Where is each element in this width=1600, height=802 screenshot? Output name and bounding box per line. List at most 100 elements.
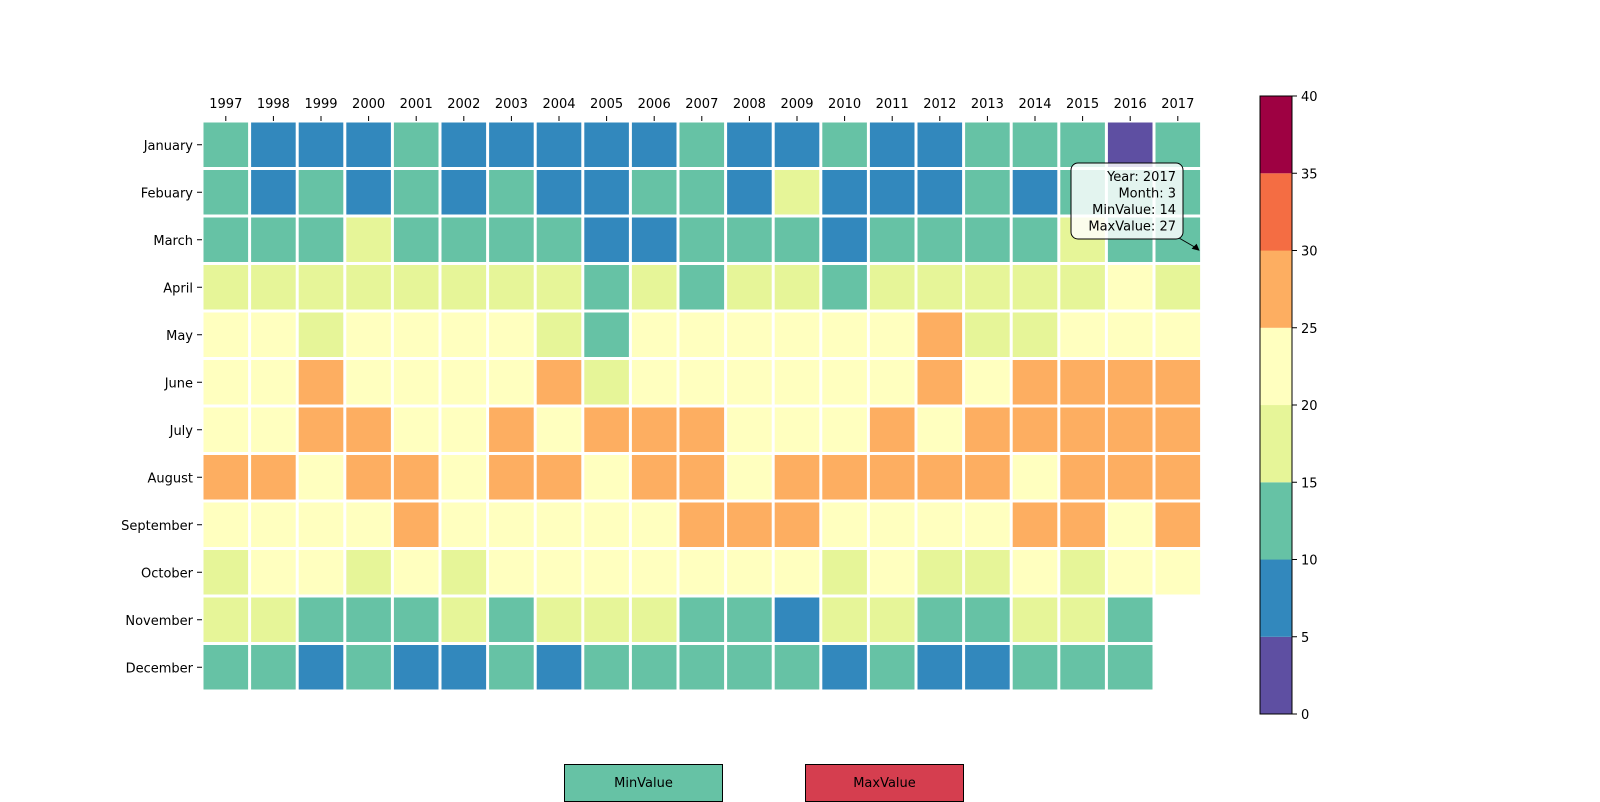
heatmap-cell[interactable] (251, 360, 296, 405)
heatmap-cell[interactable] (679, 645, 725, 690)
heatmap-cell[interactable] (251, 502, 296, 548)
heatmap-cell[interactable] (346, 455, 391, 500)
heatmap-cell[interactable] (727, 360, 772, 405)
heatmap-cell[interactable] (822, 550, 867, 595)
heatmap-cell[interactable] (346, 265, 391, 310)
heatmap-cell[interactable] (965, 265, 1010, 310)
heatmap-cell[interactable] (1060, 407, 1105, 453)
heatmap-cell[interactable] (631, 170, 677, 215)
heatmap-cell[interactable] (869, 360, 915, 405)
heatmap-cell[interactable] (441, 170, 487, 215)
heatmap-cell[interactable] (1060, 455, 1105, 500)
heatmap-cell[interactable] (822, 360, 867, 405)
heatmap-cell[interactable] (489, 455, 534, 500)
heatmap-cell[interactable] (393, 407, 439, 453)
heatmap-cell[interactable] (393, 217, 439, 263)
heatmap-cell[interactable] (869, 550, 915, 595)
heatmap-cell[interactable] (298, 217, 344, 263)
heatmap-cell[interactable] (346, 597, 391, 643)
heatmap-cell[interactable] (631, 407, 677, 453)
heatmap-cell[interactable] (869, 312, 915, 358)
heatmap-cell[interactable] (489, 645, 534, 690)
heatmap-cell[interactable] (1060, 122, 1105, 168)
heatmap-cell[interactable] (346, 407, 391, 453)
heatmap-cell[interactable] (584, 360, 629, 405)
heatmap-cell[interactable] (822, 122, 867, 168)
heatmap-cell[interactable] (441, 265, 487, 310)
heatmap-cell[interactable] (917, 360, 963, 405)
heatmap-cell[interactable] (917, 312, 963, 358)
heatmap-cell[interactable] (1107, 645, 1153, 690)
heatmap-cell[interactable] (393, 312, 439, 358)
heatmap-cell[interactable] (441, 217, 487, 263)
heatmap-cell[interactable] (251, 645, 296, 690)
heatmap-cell[interactable] (489, 312, 534, 358)
heatmap-cell[interactable] (536, 312, 582, 358)
heatmap-cell[interactable] (1107, 407, 1153, 453)
heatmap-cell[interactable] (917, 645, 963, 690)
heatmap-cell[interactable] (822, 312, 867, 358)
heatmap-cell[interactable] (1107, 122, 1153, 168)
heatmap-cell[interactable] (251, 170, 296, 215)
heatmap-cell[interactable] (203, 645, 249, 690)
heatmap-cell[interactable] (584, 645, 629, 690)
heatmap-cell[interactable] (203, 170, 249, 215)
heatmap-cell[interactable] (774, 550, 820, 595)
heatmap-cell[interactable] (774, 312, 820, 358)
heatmap-cell[interactable] (774, 265, 820, 310)
heatmap-cell[interactable] (1012, 455, 1058, 500)
heatmap-cell[interactable] (298, 122, 344, 168)
heatmap-cell[interactable] (536, 645, 582, 690)
heatmap-cell[interactable] (774, 407, 820, 453)
heatmap-cell[interactable] (298, 265, 344, 310)
heatmap-cell[interactable] (441, 645, 487, 690)
heatmap-cell[interactable] (869, 597, 915, 643)
heatmap-cell[interactable] (869, 407, 915, 453)
heatmap-cell[interactable] (631, 360, 677, 405)
heatmap-cell[interactable] (965, 170, 1010, 215)
heatmap-cell[interactable] (631, 550, 677, 595)
heatmap-cell[interactable] (489, 407, 534, 453)
heatmap-cell[interactable] (441, 455, 487, 500)
heatmap-cell[interactable] (917, 265, 963, 310)
heatmap-cell[interactable] (536, 265, 582, 310)
heatmap-cell[interactable] (536, 550, 582, 595)
heatmap-cell[interactable] (822, 170, 867, 215)
heatmap-cell[interactable] (346, 502, 391, 548)
heatmap-cell[interactable] (1107, 455, 1153, 500)
heatmap-cell[interactable] (822, 217, 867, 263)
heatmap-cell[interactable] (251, 217, 296, 263)
heatmap-cell[interactable] (1155, 502, 1201, 548)
heatmap-cell[interactable] (1060, 502, 1105, 548)
heatmap-cell[interactable] (203, 597, 249, 643)
heatmap-cell[interactable] (679, 217, 725, 263)
heatmap-cell[interactable] (917, 550, 963, 595)
heatmap-cell[interactable] (298, 312, 344, 358)
heatmap-cell[interactable] (869, 170, 915, 215)
heatmap-cell[interactable] (393, 265, 439, 310)
heatmap-cell[interactable] (727, 217, 772, 263)
max-value-button[interactable]: MaxValue (805, 764, 964, 802)
heatmap-cell[interactable] (631, 455, 677, 500)
heatmap-cell[interactable] (727, 407, 772, 453)
heatmap-cell[interactable] (536, 360, 582, 405)
heatmap-cell[interactable] (679, 455, 725, 500)
heatmap-cell[interactable] (727, 265, 772, 310)
heatmap-cell[interactable] (1060, 360, 1105, 405)
heatmap-cell[interactable] (584, 407, 629, 453)
heatmap-cell[interactable] (822, 645, 867, 690)
heatmap-cell[interactable] (251, 407, 296, 453)
heatmap-cell[interactable] (965, 122, 1010, 168)
heatmap-cell[interactable] (679, 502, 725, 548)
heatmap-cell[interactable] (774, 645, 820, 690)
heatmap-cell[interactable] (1155, 455, 1201, 500)
heatmap-cell[interactable] (536, 122, 582, 168)
heatmap-cell[interactable] (965, 407, 1010, 453)
heatmap-cell[interactable] (441, 312, 487, 358)
heatmap-cell[interactable] (1012, 122, 1058, 168)
heatmap-cell[interactable] (536, 597, 582, 643)
heatmap-cell[interactable] (393, 170, 439, 215)
heatmap-cell[interactable] (393, 550, 439, 595)
heatmap-cell[interactable] (251, 265, 296, 310)
heatmap-cell[interactable] (965, 597, 1010, 643)
